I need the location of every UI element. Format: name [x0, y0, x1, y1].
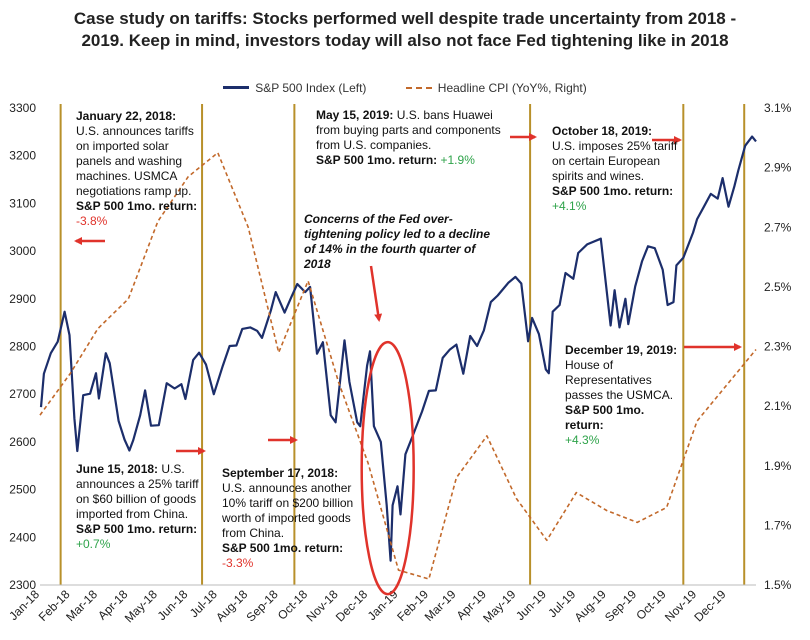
event-lines: [59, 104, 746, 585]
overlay-marks: [74, 133, 742, 596]
annotation-oct-return-value: +4.1%: [552, 199, 587, 213]
annotation-jan-return-value: -3.8%: [76, 214, 108, 228]
y-right-tick-2: 1.9%: [764, 459, 792, 473]
annotation-dec-return-label: S&P 500 1mo. return:: [565, 403, 645, 432]
annotation-jun-return-value: +0.7%: [76, 537, 111, 551]
annotation-oct-body: U.S. imposes 25% tariff on certain Europ…: [552, 139, 678, 183]
chart-title: Case study on tariffs: Stocks performed …: [0, 8, 810, 52]
annotation-dec-body: House of Representatives passes the USMC…: [565, 358, 674, 402]
y-left-tick-5: 2800: [9, 340, 36, 354]
x-tick-4: May-18: [122, 587, 160, 625]
y-left-tick-2: 2500: [9, 483, 36, 497]
annotation-jun-return-label: S&P 500 1mo. return:: [76, 522, 198, 536]
y-left-tick-7: 3000: [9, 244, 36, 258]
x-tick-0: Jan-18: [6, 587, 42, 623]
series-layer: [39, 135, 757, 580]
annotation-may-return-value: +1.9%: [440, 153, 475, 167]
x-tick-16: May-19: [480, 587, 518, 625]
y-left-tick-8: 3100: [9, 196, 36, 210]
series-line-cpi: [39, 151, 757, 580]
x-tick-22: Nov-19: [662, 587, 699, 624]
annotation-may-return-label: S&P 500 1mo. return:: [316, 153, 438, 167]
annotation-fed-tightening: Concerns of the Fed over-tightening poli…: [304, 212, 504, 272]
annotation-sep-head: September 17, 2018:: [222, 466, 339, 480]
y-right-tick-4: 2.3%: [764, 340, 792, 354]
x-tick-7: Aug-18: [213, 587, 250, 624]
annotation-oct-return-label: S&P 500 1mo. return:: [552, 184, 674, 198]
annotation-dec-2019: December 19, 2019: House of Representati…: [565, 343, 683, 448]
annotation-dec-head: December 19, 2019:: [565, 343, 678, 357]
annotation-sep-body: U.S. announces another 10% tariff on $20…: [222, 481, 354, 540]
annotation-oct-head: October 18, 2019:: [552, 124, 653, 138]
legend-swatch-cpi: [405, 87, 432, 89]
annotation-sep-return-label: S&P 500 1mo. return:: [222, 541, 344, 555]
annotation-jan-head: January 22, 2018:: [76, 109, 177, 123]
annotation-sep-return-value: -3.3%: [222, 556, 254, 570]
legend-swatch-sp500: [223, 86, 250, 89]
annotation-may-2019: May 15, 2019: U.S. bans Huawei from buyi…: [316, 108, 506, 168]
x-tick-2: Mar-18: [63, 587, 100, 624]
x-tick-8: Sep-18: [244, 587, 281, 624]
y-right-tick-0: 1.5%: [764, 578, 792, 592]
legend-label-sp500: S&P 500 Index (Left): [255, 80, 367, 95]
y-right-tick-5: 2.5%: [764, 280, 792, 294]
legend-item-sp500: S&P 500 Index (Left): [223, 81, 366, 95]
annotation-jan-return-label: S&P 500 1mo. return:: [76, 199, 198, 213]
title-line-2: 2019. Keep in mind, investors today will…: [81, 31, 729, 50]
x-tick-23: Dec-19: [691, 587, 728, 624]
highlight-ellipse: [360, 340, 415, 596]
annotation-sep-2018: September 17, 2018: U.S. announces anoth…: [222, 466, 360, 571]
legend-item-cpi: Headline CPI (YoY%, Right): [405, 81, 587, 95]
annotation-jun-body: U.S. announces a 25% tariff on $60 billi…: [76, 462, 199, 521]
y-left-tick-4: 2700: [9, 387, 36, 401]
x-tick-10: Nov-18: [303, 587, 340, 624]
y-left-tick-1: 2400: [9, 530, 36, 544]
annotation-may-body: U.S. bans Huawei from buying parts and c…: [316, 108, 501, 152]
legend-label-cpi: Headline CPI (YoY%, Right): [437, 81, 587, 95]
y-left-tick-6: 2900: [9, 292, 36, 306]
annotation-jun-2018: June 15, 2018: U.S. announces a 25% tari…: [76, 462, 204, 552]
annotation-dec-return-value: +4.3%: [565, 433, 600, 447]
arrow-fed: [369, 265, 383, 322]
y-right-tick-7: 2.9%: [764, 161, 792, 175]
annotation-fed-text: Concerns of the Fed over-tightening poli…: [304, 212, 491, 271]
x-tick-17: Jun-19: [513, 587, 549, 623]
y-left-tick-9: 3200: [9, 149, 36, 163]
annotation-jun-head: June 15, 2018:: [76, 462, 159, 476]
x-tick-20: Sep-19: [602, 587, 639, 624]
x-tick-19: Aug-19: [572, 587, 609, 624]
y-left-tick-3: 2600: [9, 435, 36, 449]
annotation-jan-body: U.S. announces tariffs on imported solar…: [76, 124, 194, 198]
x-tick-5: Jun-18: [155, 587, 191, 623]
title-line-1: Case study on tariffs: Stocks performed …: [73, 9, 737, 28]
y-left-tick-0: 2300: [9, 578, 36, 592]
x-tick-14: Mar-19: [422, 587, 459, 624]
y-right-tick-6: 2.7%: [764, 220, 792, 234]
annotation-may-head: May 15, 2019:: [316, 108, 394, 122]
y-right-tick-1: 1.7%: [764, 518, 792, 532]
annotation-jan-2018: January 22, 2018: U.S. announces tariffs…: [76, 109, 204, 229]
annotation-oct-2019: October 18, 2019: U.S. imposes 25% tarif…: [552, 124, 678, 214]
y-left-tick-10: 3300: [9, 101, 36, 115]
x-tick-11: Dec-18: [333, 587, 370, 624]
series-line-sp500: [39, 135, 757, 562]
legend: S&P 500 Index (Left) Headline CPI (YoY%,…: [0, 78, 810, 95]
y-right-tick-3: 2.1%: [764, 399, 792, 413]
y-right-tick-8: 3.1%: [764, 101, 792, 115]
